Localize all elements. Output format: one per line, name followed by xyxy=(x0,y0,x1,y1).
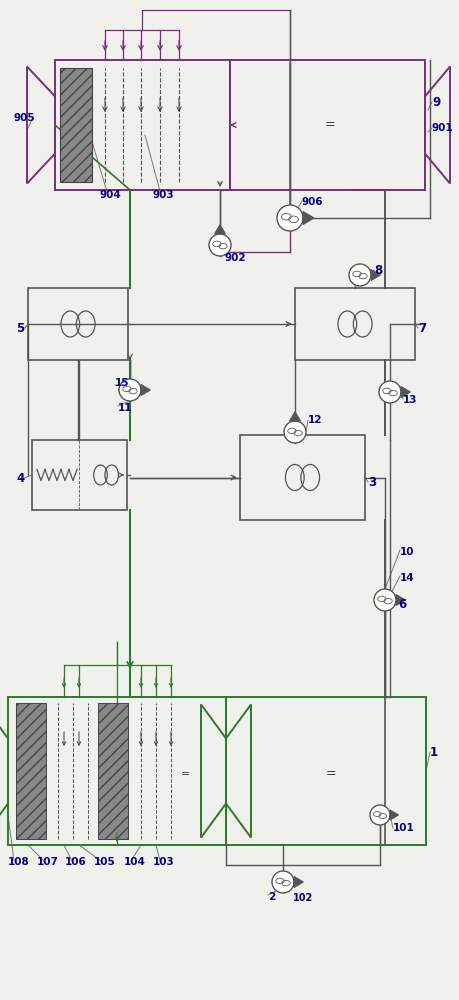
Text: 2: 2 xyxy=(268,892,274,902)
Bar xyxy=(225,697,425,845)
Bar xyxy=(32,440,127,510)
Polygon shape xyxy=(289,412,300,421)
Text: 904: 904 xyxy=(100,190,122,200)
Circle shape xyxy=(119,379,141,401)
Circle shape xyxy=(378,381,400,403)
Polygon shape xyxy=(293,876,302,888)
Text: 902: 902 xyxy=(224,253,246,263)
Text: 4: 4 xyxy=(16,472,24,485)
Polygon shape xyxy=(370,269,380,280)
Text: 107: 107 xyxy=(37,857,59,867)
Text: 906: 906 xyxy=(302,197,323,207)
Text: 102: 102 xyxy=(292,893,313,903)
Text: 903: 903 xyxy=(153,190,174,200)
Text: 11: 11 xyxy=(118,403,132,413)
Circle shape xyxy=(348,264,370,286)
Text: 12: 12 xyxy=(308,415,322,425)
Text: 104: 104 xyxy=(124,857,146,867)
Bar xyxy=(230,60,424,190)
Bar xyxy=(55,60,230,190)
Bar xyxy=(16,703,46,839)
Text: 14: 14 xyxy=(399,573,414,583)
Text: 7: 7 xyxy=(417,322,425,334)
Text: 103: 103 xyxy=(153,857,174,867)
Polygon shape xyxy=(214,225,225,234)
Polygon shape xyxy=(400,386,409,397)
Text: =: = xyxy=(325,767,336,780)
Circle shape xyxy=(283,421,305,443)
Circle shape xyxy=(271,871,293,893)
Text: 9: 9 xyxy=(431,96,439,109)
Text: 905: 905 xyxy=(14,113,35,123)
Bar xyxy=(28,288,128,360)
Text: 8: 8 xyxy=(373,263,381,276)
Circle shape xyxy=(369,805,389,825)
Bar xyxy=(240,435,364,520)
Circle shape xyxy=(276,205,302,231)
Text: 108: 108 xyxy=(8,857,30,867)
Polygon shape xyxy=(141,384,150,395)
Text: 10: 10 xyxy=(399,547,414,557)
Text: 101: 101 xyxy=(392,823,414,833)
Text: 1: 1 xyxy=(429,745,437,758)
Text: 5: 5 xyxy=(16,322,24,334)
Text: 106: 106 xyxy=(65,857,87,867)
Text: 901: 901 xyxy=(431,123,453,133)
Text: 105: 105 xyxy=(94,857,116,867)
Text: 6: 6 xyxy=(397,597,405,610)
Polygon shape xyxy=(302,212,313,225)
Circle shape xyxy=(208,234,230,256)
Text: 13: 13 xyxy=(402,395,417,405)
Polygon shape xyxy=(395,594,404,605)
Bar xyxy=(294,288,414,360)
Circle shape xyxy=(373,589,395,611)
Bar xyxy=(60,68,92,182)
Polygon shape xyxy=(389,810,397,820)
Text: 3: 3 xyxy=(367,476,375,488)
Text: =: = xyxy=(181,769,190,779)
Text: 15: 15 xyxy=(115,378,129,388)
Text: =: = xyxy=(324,119,335,132)
Bar xyxy=(98,703,128,839)
Bar xyxy=(8,697,225,845)
